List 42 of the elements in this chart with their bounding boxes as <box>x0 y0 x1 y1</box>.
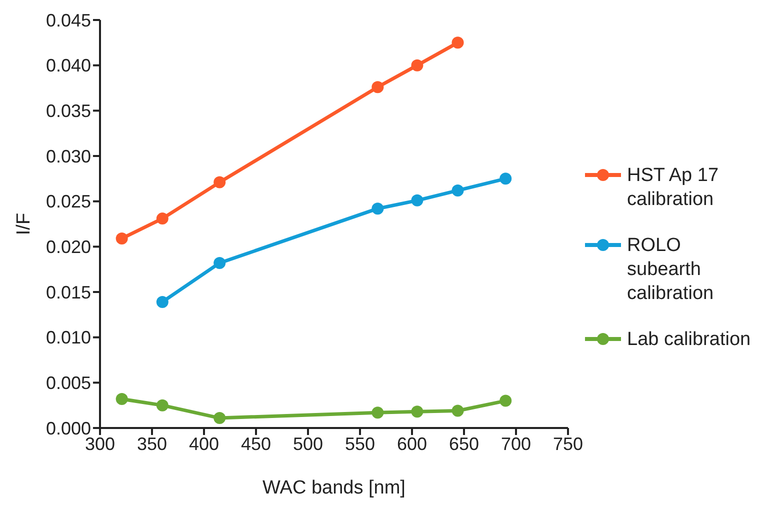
x-tick-label: 700 <box>500 434 532 454</box>
y-tick-label: 0.005 <box>46 373 91 394</box>
x-tick-label: 450 <box>240 434 272 454</box>
x-tick-label: 500 <box>292 434 324 454</box>
point <box>411 406 424 418</box>
point <box>156 212 168 225</box>
y-tick-label: 0.040 <box>46 56 91 76</box>
x-tick-label: 650 <box>448 434 480 454</box>
x-tick-label: 350 <box>136 434 168 454</box>
point <box>452 404 464 417</box>
y-tick-label: 0.020 <box>46 237 91 258</box>
legend-label: ROLO subearth calibration <box>627 234 715 306</box>
y-tick-label: 0.025 <box>46 192 91 212</box>
x-tick-label: 550 <box>344 434 376 454</box>
point <box>452 184 464 196</box>
y-axis-title: I/F <box>14 212 35 236</box>
point <box>214 412 226 424</box>
y-tick-label: 0.045 <box>46 10 91 30</box>
point <box>116 392 128 405</box>
point <box>214 176 226 188</box>
x-tick-label: 400 <box>188 434 220 454</box>
legend-label: Lab calibration <box>627 328 751 352</box>
point <box>214 256 226 269</box>
point <box>452 36 464 49</box>
y-tick-label: 0.030 <box>46 146 91 166</box>
point <box>156 296 168 308</box>
point <box>372 406 384 419</box>
x-tick-label: 600 <box>396 434 428 454</box>
point <box>372 81 384 94</box>
y-tick-label: 0.015 <box>46 282 91 302</box>
x-axis-title: WAC bands [nm] <box>262 477 406 498</box>
x-tick-label: 750 <box>552 434 584 454</box>
point <box>411 59 424 72</box>
point <box>372 202 384 215</box>
y-tick-label: 0.035 <box>46 101 91 122</box>
point <box>500 172 512 185</box>
legend-label: HST Ap 17 calibration <box>627 164 720 212</box>
point <box>500 394 512 407</box>
point <box>411 194 424 206</box>
y-tick-label: 0.010 <box>46 328 91 348</box>
point <box>116 232 128 245</box>
point <box>156 399 168 412</box>
